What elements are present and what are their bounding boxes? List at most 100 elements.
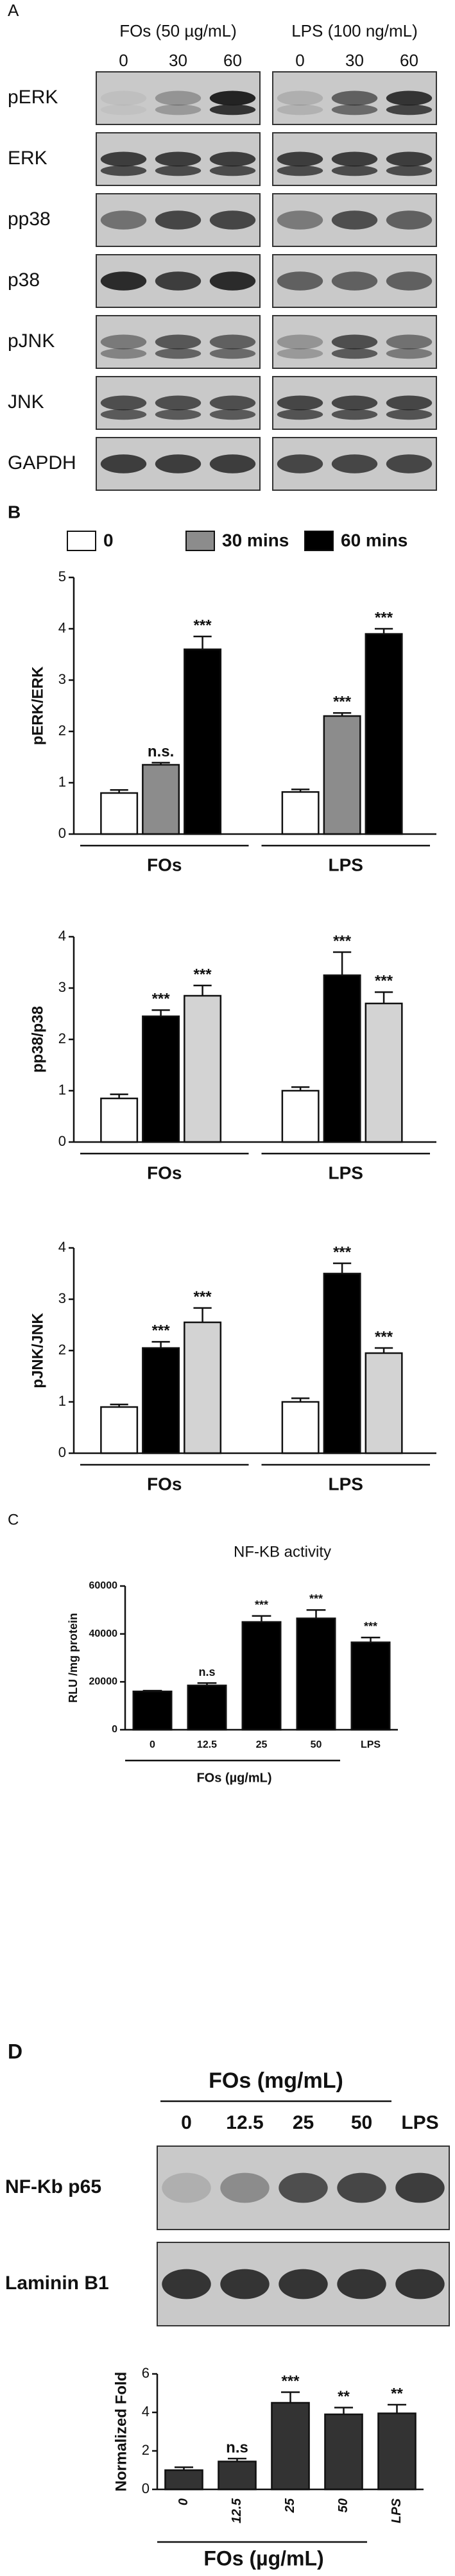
y-tick-label: 1	[58, 774, 66, 790]
y-tick-label: 40000	[89, 1628, 118, 1639]
blot-band	[331, 104, 378, 115]
blot-band	[331, 409, 378, 420]
lane-label: 30	[345, 51, 364, 70]
bar	[100, 1406, 139, 1454]
bar	[365, 1352, 403, 1454]
lane-label: 0	[295, 51, 304, 70]
blot-band	[277, 409, 323, 420]
y-tick-label: 4	[58, 620, 66, 636]
blot-band	[331, 348, 378, 359]
bar	[296, 1617, 336, 1731]
blot-band	[386, 395, 433, 411]
blot-band	[100, 348, 147, 359]
blot-band	[220, 2269, 270, 2299]
blot-band	[155, 271, 202, 291]
lane-label: 0	[119, 51, 128, 70]
bar	[365, 633, 403, 835]
y-tick-label: 0	[58, 825, 66, 841]
annotation: ***	[281, 2373, 300, 2390]
blot-band	[279, 2269, 328, 2299]
bar	[184, 994, 222, 1143]
lane-label: LPS	[401, 2112, 438, 2133]
annotation: ***	[309, 1592, 323, 1605]
y-tick-label: 3	[58, 1290, 66, 1306]
blot-band	[331, 334, 378, 350]
bar	[132, 1691, 173, 1731]
x-tick-label: LPS	[329, 1474, 363, 1494]
bar	[100, 792, 139, 835]
blot-band	[155, 348, 202, 359]
panel-label: C	[8, 1511, 19, 1528]
blot-band	[209, 151, 256, 167]
x-tick-label: FOs	[147, 855, 182, 874]
annotation: ***	[152, 991, 171, 1008]
blot-band	[277, 104, 323, 115]
y-tick-label: 4	[58, 1239, 66, 1255]
blot-band	[100, 395, 147, 411]
y-tick-label: 5	[58, 568, 66, 584]
blot-title: FOs (mg/mL)	[209, 2068, 343, 2093]
blot-band	[100, 409, 147, 420]
blot-band	[155, 104, 202, 115]
blot-band	[331, 271, 378, 291]
annotation: ***	[194, 617, 212, 634]
blot-band	[155, 334, 202, 350]
blot-band	[331, 454, 378, 473]
blot-row-label: ERK	[8, 148, 47, 169]
blot-band	[277, 90, 323, 106]
bar	[323, 974, 361, 1143]
blot-band	[155, 409, 202, 420]
bar	[241, 1621, 282, 1731]
annotation: ***	[333, 1243, 352, 1261]
x-tick-label: 50	[311, 1739, 322, 1750]
x-tick-label: 12.5	[197, 1739, 217, 1750]
bar	[164, 2469, 203, 2491]
blot-band	[209, 90, 256, 106]
y-axis-label: RLU /mg protein	[67, 1613, 80, 1703]
blot-band	[155, 151, 202, 167]
lane-label: 30	[169, 51, 187, 70]
blot-band	[209, 271, 256, 291]
annotation: ***	[375, 973, 393, 990]
y-axis-label: pJNK/JNK	[29, 1313, 46, 1388]
x-axis-label: FOs (µg/mL)	[203, 2546, 323, 2570]
bar	[281, 791, 320, 835]
y-tick-label: 1	[58, 1082, 66, 1098]
y-tick-label: 1	[58, 1393, 66, 1409]
blot-row-label: NF-Kb p65	[5, 2176, 101, 2197]
x-tick-label: 0	[176, 2498, 191, 2505]
blot-band	[100, 165, 147, 176]
blot-band	[100, 271, 147, 291]
x-tick-label: LPS	[329, 855, 363, 874]
blot-band	[395, 2269, 445, 2299]
x-tick-label: FOs	[147, 1163, 182, 1182]
blot-row-label: pp38	[8, 209, 51, 230]
x-tick-label: 50	[336, 2498, 350, 2512]
legend-swatch	[185, 531, 215, 551]
bar	[142, 1347, 180, 1454]
bar	[218, 2461, 257, 2491]
blot-band	[331, 210, 378, 230]
y-tick-label: 0	[112, 1724, 117, 1735]
blot-band	[395, 2172, 445, 2203]
y-tick-label: 2	[58, 722, 66, 738]
bar	[323, 715, 361, 835]
blot-band	[100, 334, 147, 350]
y-tick-label: 4	[142, 2403, 150, 2419]
bar	[281, 1089, 320, 1143]
blot-band	[279, 2172, 328, 2203]
blot-group-title: FOs (50 µg/mL)	[119, 21, 237, 40]
lane-label: 25	[293, 2112, 314, 2133]
bar	[377, 2412, 416, 2491]
blot-band	[331, 165, 378, 176]
blot-band	[386, 334, 433, 350]
bar	[324, 2413, 363, 2491]
bar	[271, 2401, 310, 2491]
blot-band	[337, 2269, 386, 2299]
blot-row-label: JNK	[8, 391, 44, 413]
blot-band	[155, 90, 202, 106]
blot-band	[155, 210, 202, 230]
blot-band	[209, 454, 256, 473]
lane-label: 60	[223, 51, 242, 70]
